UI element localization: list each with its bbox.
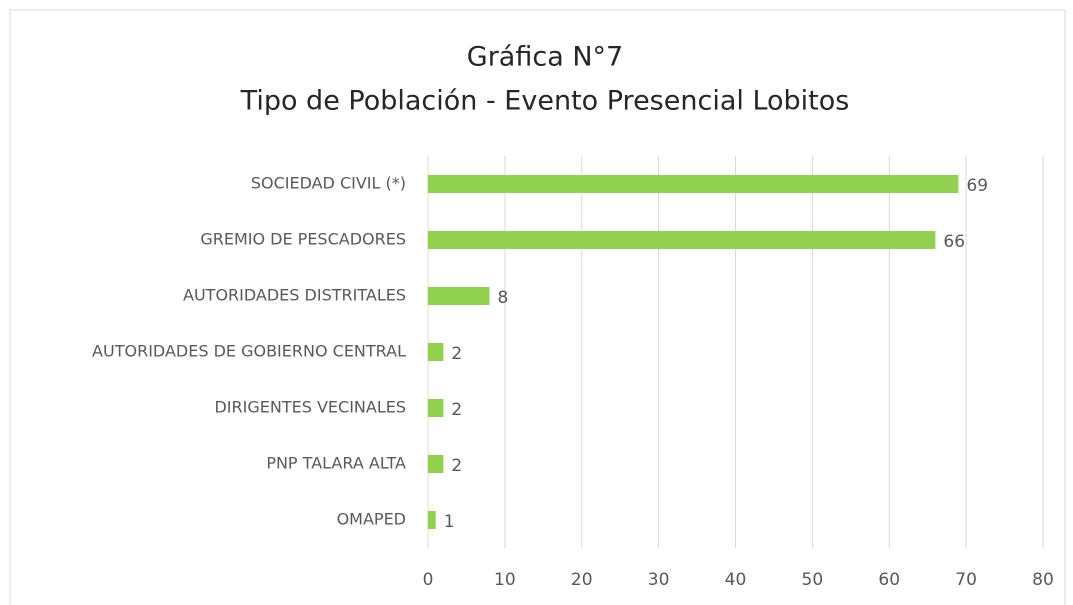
data-label: 2 [451,456,462,476]
x-tick-label: 10 [494,570,516,590]
chart-title: Gráfica N°7 [467,42,623,73]
bar [428,287,490,305]
y-tick-label: SOCIEDAD CIVIL (*) [251,174,406,193]
x-tick-label: 50 [802,570,824,590]
y-tick-label: PNP TALARA ALTA [266,454,406,473]
y-tick-label: GREMIO DE PESCADORES [200,230,406,249]
x-tick-label: 0 [423,570,434,590]
bar [428,175,959,193]
x-tick-label: 80 [1032,570,1054,590]
data-label: 2 [451,400,462,420]
data-label: 2 [451,344,462,364]
data-label: 69 [966,176,988,196]
data-label: 8 [498,288,509,308]
data-label: 66 [943,232,965,252]
x-tick-label: 70 [955,570,977,590]
y-tick-label: DIRIGENTES VECINALES [214,398,406,417]
bar [428,455,444,473]
bar [428,399,444,417]
y-tick-label: OMAPED [337,510,406,529]
x-tick-label: 30 [648,570,670,590]
y-tick-label: AUTORIDADES DE GOBIERNO CENTRAL [92,342,406,361]
x-tick-label: 40 [725,570,747,590]
bar [428,343,444,361]
bar [428,511,436,529]
x-tick-label: 60 [878,570,900,590]
bar [428,231,936,249]
chart-subtitle: Tipo de Población - Evento Presencial Lo… [240,86,850,117]
data-label: 1 [444,512,455,532]
y-tick-label: AUTORIDADES DISTRITALES [183,286,406,305]
x-tick-label: 20 [571,570,593,590]
